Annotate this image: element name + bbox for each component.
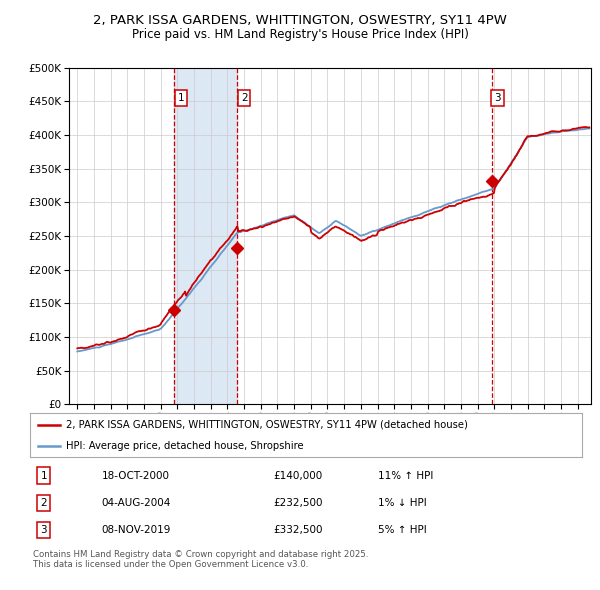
- Text: 11% ↑ HPI: 11% ↑ HPI: [378, 471, 433, 481]
- Text: £232,500: £232,500: [273, 498, 322, 508]
- Bar: [174, 68, 238, 404]
- Text: 3: 3: [494, 93, 501, 103]
- Text: 2, PARK ISSA GARDENS, WHITTINGTON, OSWESTRY, SY11 4PW (detached house): 2, PARK ISSA GARDENS, WHITTINGTON, OSWES…: [66, 420, 468, 430]
- Text: 18-OCT-2000: 18-OCT-2000: [102, 471, 170, 481]
- Text: 2: 2: [40, 498, 47, 508]
- Text: 04-AUG-2004: 04-AUG-2004: [102, 498, 171, 508]
- Text: 1: 1: [40, 471, 47, 481]
- Text: 1: 1: [178, 93, 184, 103]
- Text: 3: 3: [40, 525, 47, 535]
- Text: 08-NOV-2019: 08-NOV-2019: [102, 525, 171, 535]
- Text: 1% ↓ HPI: 1% ↓ HPI: [378, 498, 427, 508]
- Text: Price paid vs. HM Land Registry's House Price Index (HPI): Price paid vs. HM Land Registry's House …: [131, 28, 469, 41]
- Text: £140,000: £140,000: [273, 471, 322, 481]
- Text: Contains HM Land Registry data © Crown copyright and database right 2025.
This d: Contains HM Land Registry data © Crown c…: [33, 550, 368, 569]
- Text: 2: 2: [241, 93, 247, 103]
- Text: HPI: Average price, detached house, Shropshire: HPI: Average price, detached house, Shro…: [66, 441, 304, 451]
- Text: 2, PARK ISSA GARDENS, WHITTINGTON, OSWESTRY, SY11 4PW: 2, PARK ISSA GARDENS, WHITTINGTON, OSWES…: [93, 14, 507, 27]
- Text: £332,500: £332,500: [273, 525, 322, 535]
- Text: 5% ↑ HPI: 5% ↑ HPI: [378, 525, 427, 535]
